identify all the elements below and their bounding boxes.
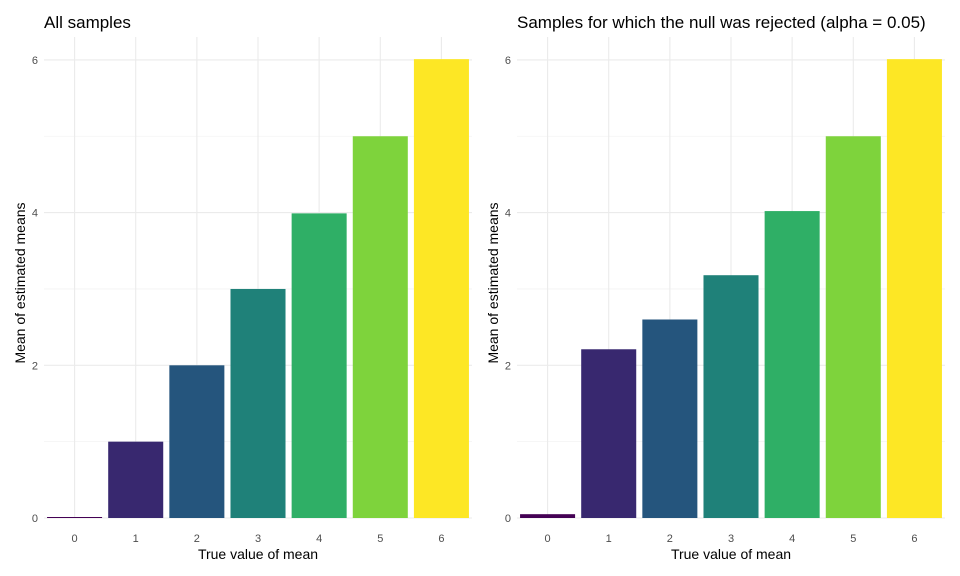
bars	[520, 59, 942, 519]
x-tick-label: 6	[911, 533, 917, 545]
y-tick-label: 0	[32, 513, 38, 525]
bar-0	[520, 514, 576, 518]
bar-1	[108, 441, 164, 518]
bar-3	[230, 288, 286, 518]
x-tick-label: 4	[316, 533, 322, 545]
chart-title: Samples for which the null was rejected …	[517, 13, 926, 32]
y-tick-label: 6	[505, 55, 511, 67]
bars	[47, 59, 469, 519]
bar-1	[581, 349, 637, 518]
bar-5	[352, 136, 408, 518]
x-axis-title: True value of mean	[198, 546, 318, 562]
chart-panel-null-rejected: Samples for which the null was rejected …	[485, 13, 945, 562]
bar-6	[413, 59, 469, 519]
x-tick-label: 6	[438, 533, 444, 545]
x-tick-labels: 0 1 2 3 4 5 6	[545, 533, 918, 545]
y-tick-label: 0	[505, 513, 511, 525]
bar-4	[291, 213, 347, 518]
chart-panel-all-samples: All samples 0 2 4 6 0 1 2 3 4 5 6 True value of m…	[12, 13, 472, 562]
bar-3	[703, 275, 759, 518]
y-tick-label: 2	[505, 360, 511, 372]
y-tick-label: 4	[505, 208, 511, 220]
x-tick-labels: 0 1 2 3 4 5 6	[72, 533, 445, 545]
chart-title: All samples	[44, 13, 131, 32]
x-tick-label: 2	[194, 533, 200, 545]
x-tick-label: 3	[255, 533, 261, 545]
x-tick-label: 1	[133, 533, 139, 545]
bar-4	[764, 211, 820, 519]
x-axis-title: True value of mean	[671, 546, 791, 562]
bar-2	[169, 365, 225, 518]
x-tick-label: 0	[72, 533, 78, 545]
y-axis-title: Mean of estimated means	[12, 202, 28, 363]
x-tick-label: 3	[728, 533, 734, 545]
y-tick-label: 2	[32, 360, 38, 372]
y-tick-label: 6	[32, 55, 38, 67]
bar-0	[47, 517, 103, 518]
bar-5	[825, 136, 881, 518]
y-axis-title: Mean of estimated means	[485, 202, 501, 363]
y-tick-labels: 0 2 4 6	[32, 55, 38, 525]
x-tick-label: 5	[850, 533, 856, 545]
y-tick-label: 4	[32, 208, 38, 220]
bar-2	[642, 319, 698, 518]
x-tick-label: 2	[667, 533, 673, 545]
x-tick-label: 0	[545, 533, 551, 545]
y-tick-labels: 0 2 4 6	[505, 55, 511, 525]
x-tick-label: 5	[377, 533, 383, 545]
bar-6	[886, 59, 942, 519]
x-tick-label: 1	[606, 533, 612, 545]
x-tick-label: 4	[789, 533, 795, 545]
